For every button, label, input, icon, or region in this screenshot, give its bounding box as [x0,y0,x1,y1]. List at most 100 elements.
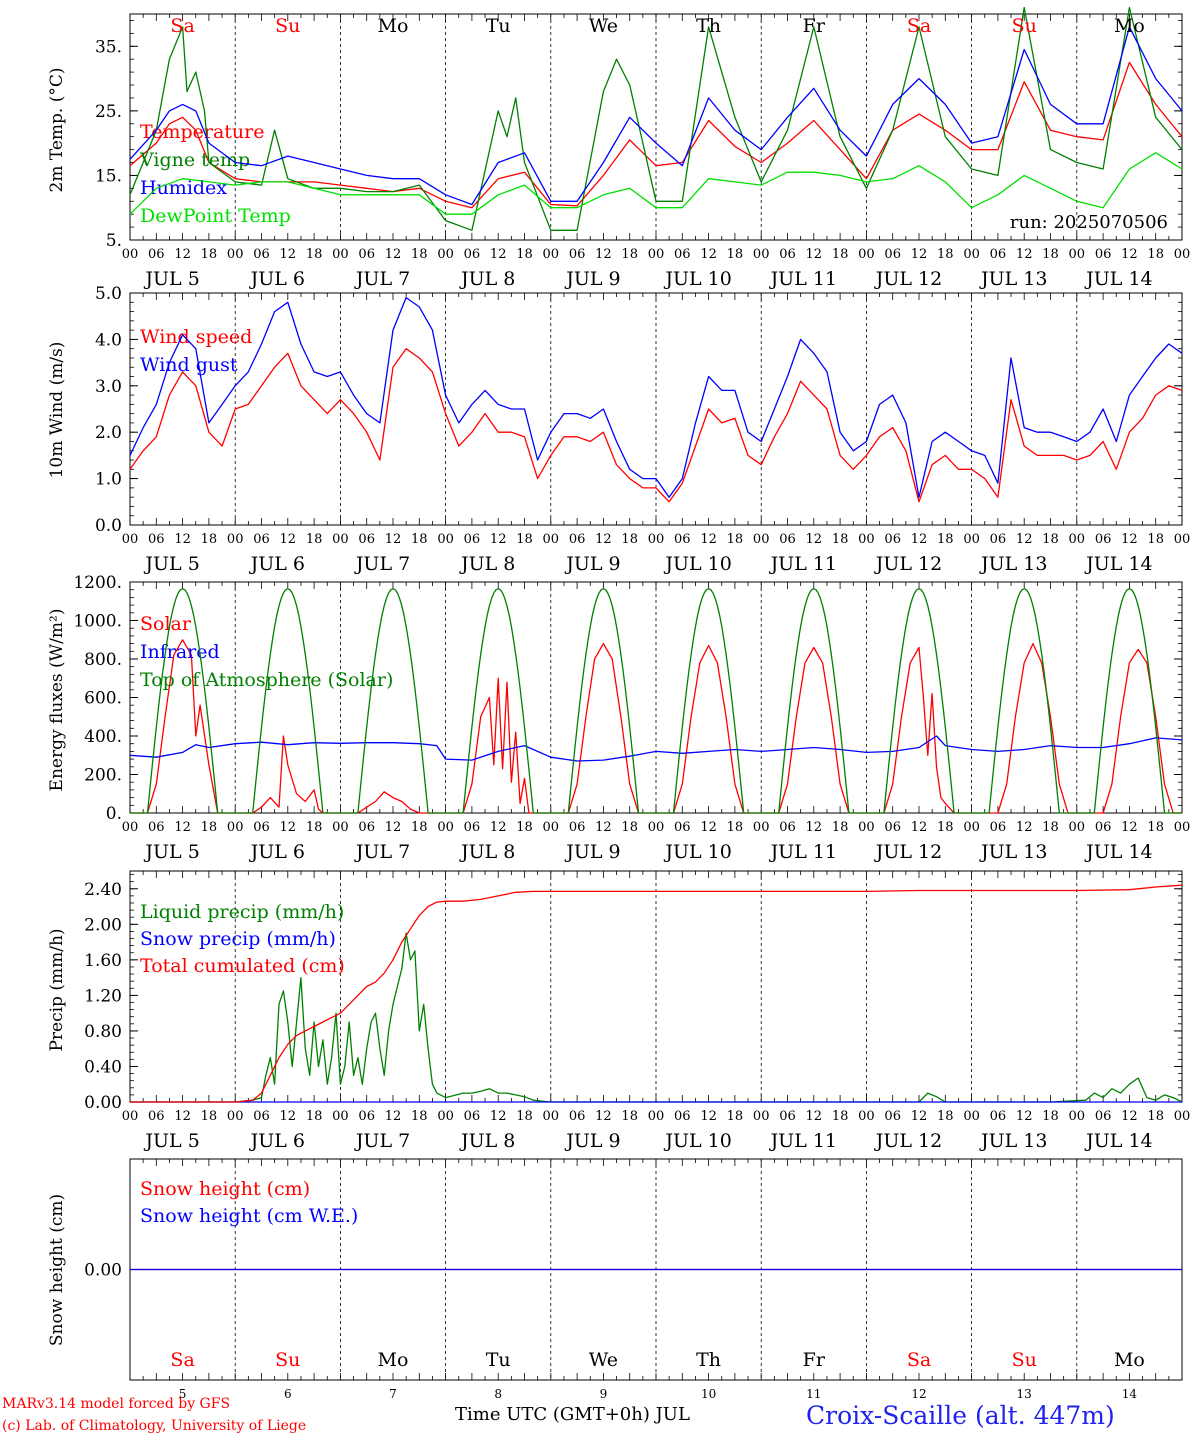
x-hour-label: 06 [569,820,586,835]
x-hour-label: 12 [806,820,823,835]
x-hour-label: 12 [280,1109,297,1124]
panel-temperature: 5. 15. 25. 35. 2m Temp. (°C) Temperature Vigne… [47,6,1190,290]
x-hour-label: 00 [543,532,560,547]
x-hour-label: 00 [1069,1109,1086,1124]
weekday-label: We [589,15,618,37]
weekday-label: Su [275,15,300,37]
x-hour-label: 18 [411,820,428,835]
x-hour-label: 12 [385,247,402,262]
x-hour-label: 06 [253,1109,270,1124]
y-tick-label: 1.0 [95,470,122,490]
legend-entry: Snow height (cm W.E.) [140,1205,358,1227]
y-tick-label: 0.00 [84,1093,122,1113]
legend-entry: Humidex [140,177,227,199]
x-hour-label: 18 [201,1109,218,1124]
x-hour-label: 18 [411,1109,428,1124]
x-date-label: JUL 7 [354,1130,410,1152]
y-tick-label: 0.80 [84,1022,122,1042]
x-date-label: JUL 13 [979,553,1047,575]
x-hour-label: 12 [700,247,717,262]
x-date-label: JUL 13 [979,841,1047,863]
x-hour-label: 06 [253,820,270,835]
x-hour-label: 18 [621,247,638,262]
y-tick-label: 1.60 [84,951,122,971]
legend-entry: Snow precip (mm/h) [140,928,336,950]
panel-energy: 0. 200. 400. 600. 800. 1000. 1200. Energy fluxe… [47,573,1190,863]
x-hour-label: 06 [1095,532,1112,547]
weekday-label: Mo [378,1349,409,1371]
x-hour-label: 18 [306,820,323,835]
x-hour-label: 18 [516,532,533,547]
x-hour-label: 06 [990,1109,1007,1124]
x-date-label: JUL 8 [459,268,515,290]
x-hour-label: 06 [990,532,1007,547]
x-hour-label: 12 [1016,820,1033,835]
x-hour-label: 12 [700,532,717,547]
y-tick-label: 800. [84,650,122,670]
x-hour-label: 00 [963,820,980,835]
x-hour-label: 00 [332,820,349,835]
x-hour-label: 00 [1174,820,1191,835]
y-tick-label: 25. [95,102,122,122]
x-hour-label: 00 [543,820,560,835]
x-hour-label: 12 [595,532,612,547]
x-date-label: JUL 9 [564,553,620,575]
y-axis-label: 10m Wind (m/s) [47,342,67,479]
x-hour-label: 00 [753,1109,770,1124]
weekday-label: Fr [803,1349,826,1371]
x-hour-label: 00 [227,532,244,547]
x-hour-label: 18 [516,1109,533,1124]
weekday-label: Mo [378,15,409,37]
y-tick-label: 0. [106,804,122,824]
weekday-label: Th [696,1349,721,1371]
x-hour-label: 00 [1174,532,1191,547]
x-date-label: JUL 11 [769,841,837,863]
x-hour-label: 00 [1069,247,1086,262]
y-tick-label: 0.0 [95,516,122,536]
x-hour-label: 06 [1095,820,1112,835]
x-hour-label: 18 [1147,532,1164,547]
x-hour-label: 00 [227,1109,244,1124]
x-hour-label: 00 [332,247,349,262]
x-date-label: JUL 13 [979,1130,1047,1152]
x-hour-label: 18 [306,247,323,262]
legend-entry: Total cumulated (cm) [140,955,345,977]
x-hour-label: 06 [884,247,901,262]
legend-entry: Solar [140,613,192,635]
x-hour-label: 18 [201,247,218,262]
legend-entry: Temperature [140,121,264,143]
x-hour-label: 06 [464,247,481,262]
y-tick-label: 1200. [73,573,122,593]
x-date-label: JUL 9 [564,1130,620,1152]
x-date-label: JUL 14 [1084,553,1152,575]
x-date-label: JUL 7 [354,268,410,290]
legend-entry: Wind speed [140,326,252,348]
x-hour-label: 06 [779,532,796,547]
x-hour-label: 06 [464,532,481,547]
x-hour-label: 18 [1042,820,1059,835]
x-day-number: 7 [389,1387,397,1401]
x-date-label: JUL 11 [769,553,837,575]
x-hour-label: 18 [832,247,849,262]
x-hour-label: 18 [516,247,533,262]
y-tick-label: 1000. [73,612,122,632]
y-tick-label: 2.00 [84,915,122,935]
x-hour-label: 00 [753,820,770,835]
legend-entry: Vigne temp [139,149,250,171]
x-hour-label: 12 [806,532,823,547]
x-hour-label: 18 [1147,1109,1164,1124]
x-hour-label: 00 [858,820,875,835]
y-tick-label: 0.00 [84,1261,122,1281]
x-hour-label: 18 [621,820,638,835]
x-hour-label: 06 [569,1109,586,1124]
x-hour-label: 12 [1016,532,1033,547]
series-line-vigne-temp [129,6,1183,231]
y-tick-label: 600. [84,689,122,709]
x-hour-label: 00 [1069,532,1086,547]
x-hour-label: 12 [1121,247,1138,262]
y-tick-label: 15. [95,166,122,186]
x-hour-label: 06 [779,1109,796,1124]
x-hour-label: 06 [1095,247,1112,262]
x-date-label: JUL 12 [874,1130,942,1152]
